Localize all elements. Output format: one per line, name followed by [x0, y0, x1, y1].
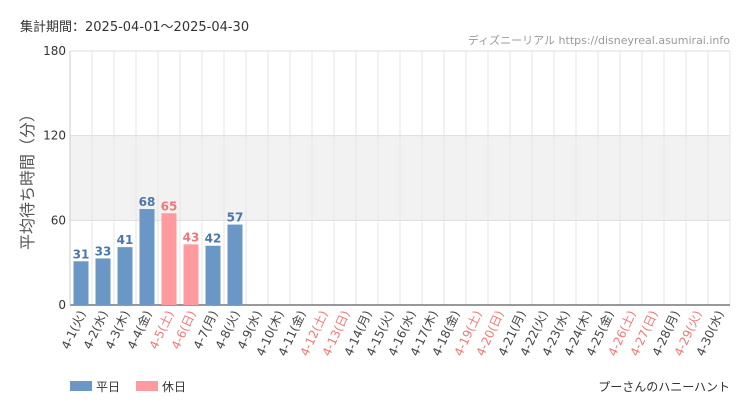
legend: 平日 休日	[70, 380, 186, 394]
bar	[227, 224, 243, 305]
bar-value-label: 42	[205, 232, 222, 246]
bar-value-label: 43	[183, 230, 200, 244]
bar-value-label: 57	[227, 211, 244, 225]
legend-swatch	[136, 381, 158, 391]
legend-label: 休日	[162, 380, 186, 394]
bar	[73, 261, 89, 305]
legend-label: 平日	[96, 380, 120, 394]
y-tick-label: 0	[58, 298, 66, 312]
y-tick-label: 180	[43, 44, 66, 58]
bar-value-label: 68	[139, 195, 156, 209]
bar-value-label: 41	[117, 233, 134, 247]
source-label: ディズニーリアル https://disneyreal.asumirai.inf…	[468, 33, 730, 47]
y-axis-label: 平均待ち時間（分）	[18, 106, 37, 250]
y-tick-label: 120	[43, 129, 66, 143]
bar	[117, 247, 133, 305]
bar	[205, 245, 221, 305]
attraction-name: プーさんのハニーハント	[598, 380, 730, 394]
bar	[183, 244, 199, 305]
bar	[161, 213, 177, 305]
bar	[95, 258, 111, 305]
legend-swatch	[70, 381, 92, 391]
period-label: 集計期間：2025-04-01〜2025-04-30	[20, 19, 249, 35]
y-tick-label: 60	[51, 213, 66, 227]
plot-area: 060120180314-1(火)334-2(水)414-3(木)684-4(金…	[43, 44, 731, 358]
bar-value-label: 33	[95, 244, 112, 258]
bar	[139, 209, 155, 305]
bar-value-label: 31	[73, 247, 90, 261]
bar-value-label: 65	[161, 199, 178, 213]
